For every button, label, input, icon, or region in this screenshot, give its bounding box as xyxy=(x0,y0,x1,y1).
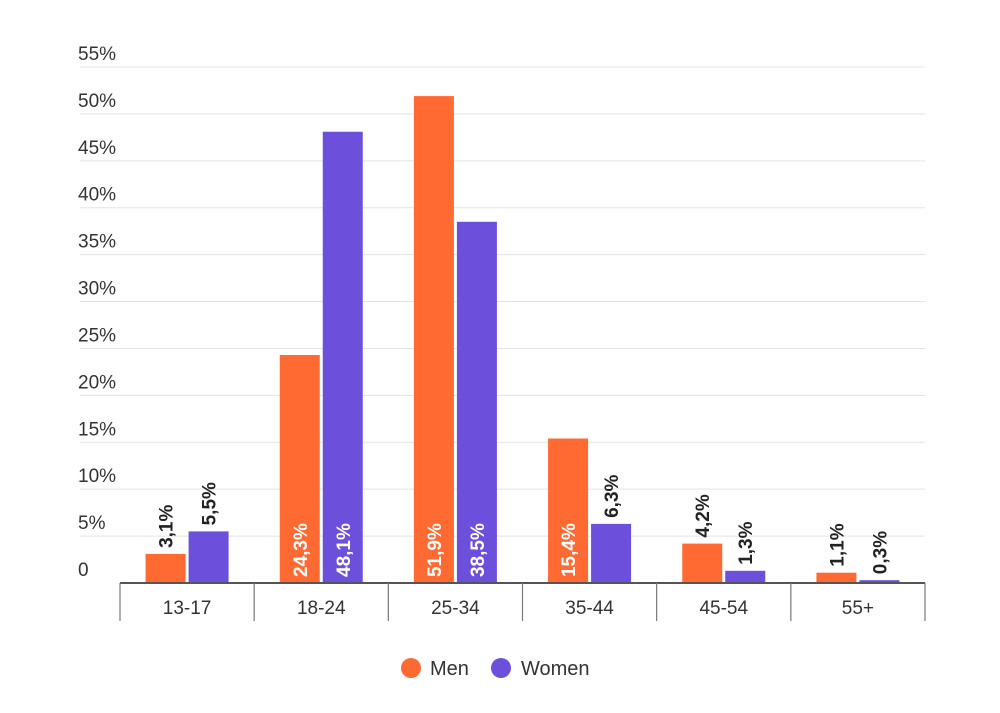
x-tick-label: 13-17 xyxy=(163,598,212,619)
data-label: 38,5% xyxy=(468,523,489,577)
x-tick-label: 55+ xyxy=(842,598,874,619)
data-label: 3,1% xyxy=(157,505,178,548)
data-label: 5,5% xyxy=(200,482,221,525)
bar-women-13-17 xyxy=(188,531,229,583)
legend-swatch-women xyxy=(491,658,511,678)
bar-women-35-44 xyxy=(591,523,632,583)
data-label: 1,1% xyxy=(827,523,848,566)
y-tick-label: 5% xyxy=(78,513,106,534)
y-tick-label: 0 xyxy=(78,560,89,581)
gridlines xyxy=(80,66,925,537)
y-tick-label: 20% xyxy=(78,372,116,393)
bar-men-13-17 xyxy=(145,553,186,583)
legend-swatch-men xyxy=(401,658,421,678)
y-tick-label: 45% xyxy=(78,138,116,159)
bar-men-55+ xyxy=(816,572,857,583)
y-tick-label: 10% xyxy=(78,466,116,487)
bar-men-25-34 xyxy=(413,96,454,584)
x-axis xyxy=(119,582,926,621)
data-labels: 3,1% 24,3% 51,9% 15,4% 4,2% 1,1% 5,5% 48,1% 38,5… xyxy=(157,474,892,577)
x-axis-tick-labels: 13-17 18-24 25-34 35-44 45-54 55+ xyxy=(163,598,874,619)
data-label: 0,3% xyxy=(870,531,891,574)
bar-women-45-54 xyxy=(725,570,766,583)
bar-men-45-54 xyxy=(682,543,723,583)
legend-label-women: Women xyxy=(521,658,590,680)
data-label: 51,9% xyxy=(425,523,446,577)
bar-women-55+ xyxy=(859,580,900,583)
data-label: 15,4% xyxy=(559,523,580,577)
x-tick-label: 18-24 xyxy=(297,598,346,619)
data-label: 1,3% xyxy=(736,521,757,564)
x-tick-label: 45-54 xyxy=(699,598,748,619)
y-tick-label: 15% xyxy=(78,419,116,440)
bar-men-18-24 xyxy=(279,355,320,583)
x-tick-label: 25-34 xyxy=(431,598,480,619)
data-label: 6,3% xyxy=(602,474,623,517)
bar-women-25-34 xyxy=(456,221,497,584)
y-axis-tick-labels: 0 5% 10% 15% 20% 25% 30% 35% 40% 45% 50% 55% xyxy=(78,44,116,581)
y-tick-label: 55% xyxy=(78,44,116,65)
y-tick-label: 50% xyxy=(78,91,116,112)
y-tick-label: 40% xyxy=(78,185,116,206)
y-tick-label: 25% xyxy=(78,325,116,346)
legend-label-men: Men xyxy=(430,658,469,680)
data-label: 24,3% xyxy=(291,523,312,577)
data-label: 4,2% xyxy=(693,494,714,537)
bar-men-35-44 xyxy=(548,438,589,583)
bars xyxy=(145,96,900,584)
x-tick-label: 35-44 xyxy=(565,598,614,619)
bar-women-18-24 xyxy=(322,131,363,583)
y-tick-label: 30% xyxy=(78,279,116,300)
y-tick-label: 35% xyxy=(78,232,116,253)
legend: Men Women xyxy=(401,658,590,680)
data-label: 48,1% xyxy=(334,523,355,577)
